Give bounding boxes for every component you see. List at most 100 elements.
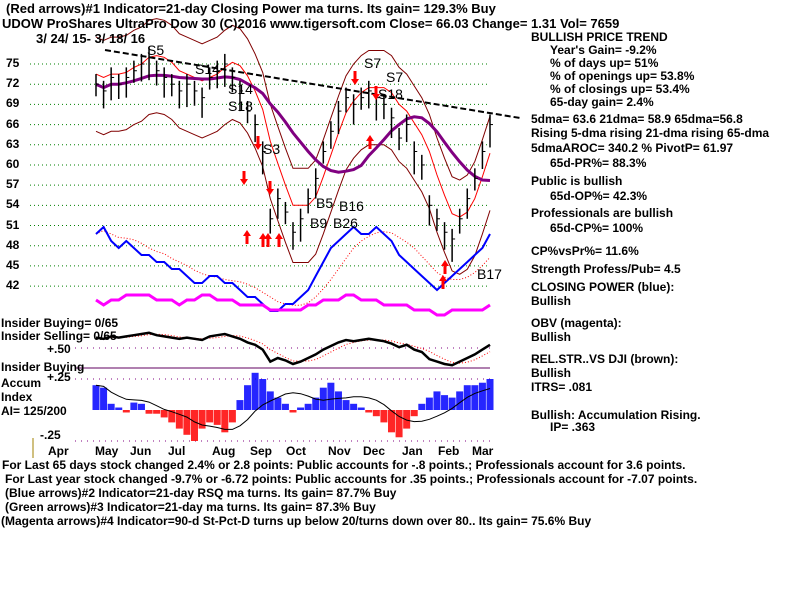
accum-bar <box>274 397 282 410</box>
down-arrow-icon <box>351 71 359 85</box>
accum-bar <box>191 410 198 441</box>
signal-label: S7 <box>386 69 404 85</box>
up-arrow-icon <box>275 233 283 247</box>
accum-bar <box>388 410 395 433</box>
accum-bar <box>198 410 206 429</box>
up-arrow-icon <box>366 135 374 149</box>
accum-bar <box>456 391 464 410</box>
trendline <box>104 49 521 119</box>
up-arrow-icon <box>441 260 449 274</box>
accum-bar <box>297 407 305 410</box>
month-tick-label: Sep <box>250 444 273 458</box>
month-tick-label: Mar <box>472 444 494 458</box>
up-arrow-icon <box>264 233 272 247</box>
upper-band <box>95 18 491 181</box>
signal-label: B17 <box>477 266 502 282</box>
accum-ma-line <box>95 384 491 430</box>
accum-bar <box>380 410 388 423</box>
up-arrow-icon <box>243 230 251 244</box>
relstr-state: Bullish <box>531 366 572 380</box>
accum-bar <box>448 397 456 410</box>
accum-bar <box>478 382 486 410</box>
price-tick-label: 75 <box>6 56 20 70</box>
trend-heading: BULLISH PRICE TREND <box>531 30 668 44</box>
accum-bar <box>259 379 267 410</box>
signal-label: S5 <box>147 42 165 58</box>
accum-bar <box>403 410 411 429</box>
closings-up: % of closings up= 53.4% <box>550 82 690 96</box>
signal-label: S18 <box>228 98 253 114</box>
accum-bar <box>327 382 335 410</box>
accum-bar <box>130 402 138 410</box>
down-arrow-icon <box>266 181 274 195</box>
up-arrow-icon <box>439 275 447 289</box>
accum-bar <box>183 410 191 435</box>
relstr-line <box>95 331 491 367</box>
accum-bar <box>350 403 358 410</box>
accum-bar <box>213 410 221 425</box>
date-range: 3/ 24/ 15- 3/ 18/ 16 <box>36 31 146 46</box>
down-arrow-icon <box>240 171 248 185</box>
accum-bar <box>100 387 108 410</box>
month-tick-label: Jan <box>402 444 423 458</box>
price-tick-label: 48 <box>6 237 20 252</box>
cp-pct: 65d-CP%= 100% <box>550 221 644 235</box>
itrs-value: ITRS= .081 <box>531 380 593 394</box>
insider-buying: Insider Buying= 0/65 <box>1 316 119 330</box>
accum-bar <box>486 379 494 410</box>
accum-state: Bullish: Accumulation Rising. <box>531 408 701 422</box>
month-tick-label: Nov <box>328 444 351 458</box>
accum-bar <box>395 410 403 438</box>
accum-bar <box>441 395 449 410</box>
accum-bar <box>304 403 312 410</box>
closing-power-state: Bullish <box>531 294 572 308</box>
signal-label: B5 <box>316 195 334 211</box>
month-tick-label: Jul <box>168 444 186 458</box>
month-tick-label: Jun <box>130 444 152 458</box>
accum-bar <box>244 385 252 410</box>
dma-values: 5dma= 63.6 21dma= 58.9 65dma=56.8 <box>531 112 743 126</box>
ma-65-line <box>95 73 491 182</box>
price-tick-label: 51 <box>6 217 20 232</box>
accum-bar <box>251 372 259 410</box>
footer-year: For Last year stock changed -9.7% or -6.… <box>5 472 698 486</box>
accum-bar <box>122 410 130 413</box>
month-tick-label: Apr <box>48 444 69 458</box>
accum-bar <box>236 400 244 410</box>
month-tick-label: Feb <box>438 444 460 458</box>
footer-green-arrows: (Green arrows)#3 Indicator=21-day ma tur… <box>5 500 376 514</box>
ai-value: AI= 125/200 <box>1 404 67 418</box>
down-arrow-icon <box>254 136 262 150</box>
strength-ratio: Strength Profess/Pub= 4.5 <box>531 262 681 276</box>
pros-state: Professionals are bullish <box>531 206 674 220</box>
rising-dmas: Rising 5-dma rising 21-dma rising 65-dma <box>531 126 770 140</box>
signal-label: S14 <box>195 61 220 77</box>
month-tick-label: Oct <box>286 444 307 458</box>
footer-65day: For Last 65 days stock changed 2.4% or 2… <box>2 458 686 472</box>
accum-bar <box>425 397 433 410</box>
gain-65: 65-day gain= 2.4% <box>550 95 654 109</box>
accum-bar <box>221 410 229 433</box>
price-tick-label: 66 <box>6 116 20 131</box>
days-up: % of days up= 51% <box>550 56 659 70</box>
price-tick-label: 57 <box>6 177 20 192</box>
closing-power-line <box>95 225 491 312</box>
accum-bar <box>153 410 161 414</box>
accum-bar <box>365 410 373 413</box>
signal-label: S7 <box>364 55 382 71</box>
footer-blue-arrows: (Blue arrows)#2 Indicator=21-day RSQ ma … <box>5 486 397 500</box>
signal-label: S18 <box>378 86 403 102</box>
years-gain: Year's Gain= -9.2% <box>550 43 657 57</box>
accum-bar <box>312 397 320 410</box>
accum-bar <box>175 410 183 429</box>
signal-label: B9 <box>310 215 328 231</box>
accum-bar <box>228 410 236 423</box>
public-state: Public is bullish <box>531 174 623 188</box>
accum-bar <box>433 391 441 410</box>
footer-magenta-arrows: (Magenta arrows)#4 Indicator=90-d St-Pct… <box>1 514 592 528</box>
accum-bar <box>160 410 168 418</box>
closing-power-label: CLOSING POWER (blue): <box>531 280 675 294</box>
accum-bar <box>168 410 176 423</box>
